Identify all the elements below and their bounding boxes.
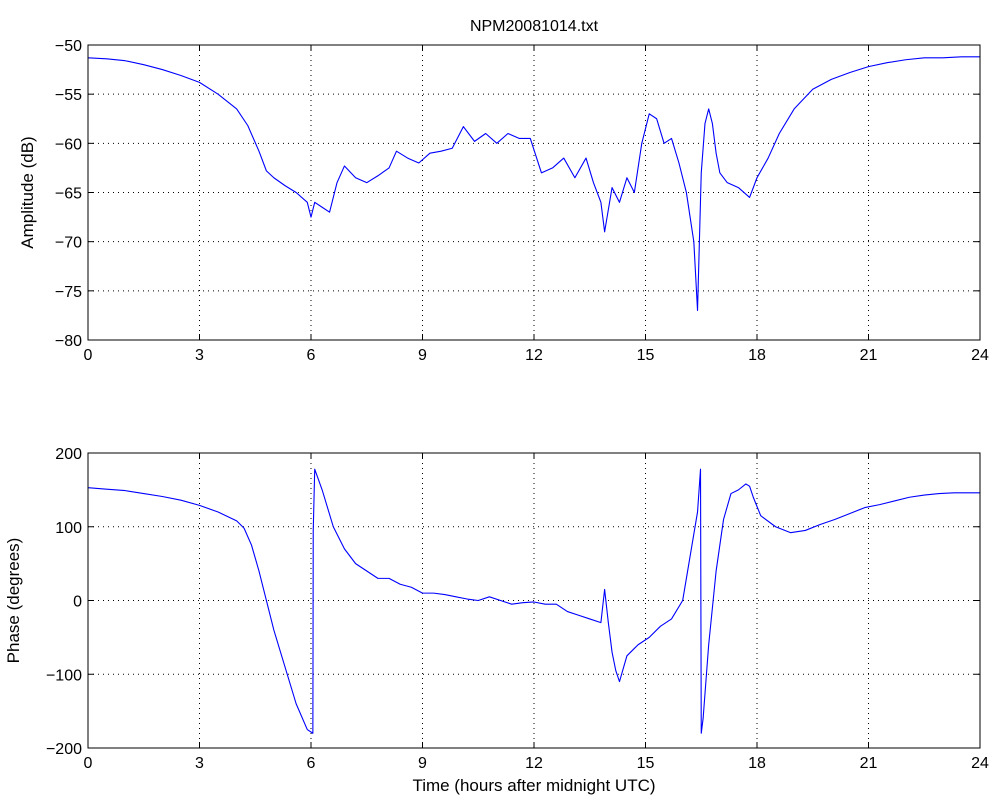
x-tick-label: 9 (418, 347, 427, 364)
y-tick-label: −80 (55, 333, 82, 350)
chart-title: NPM20081014.txt (470, 18, 599, 35)
y-tick-label: −100 (46, 667, 82, 684)
x-tick-label: 15 (637, 347, 655, 364)
y-tick-label: 200 (55, 446, 82, 463)
x-tick-label: 18 (748, 755, 766, 772)
x-tick-label: 6 (307, 755, 316, 772)
x-tick-label: 24 (971, 347, 989, 364)
y-tick-label: −65 (55, 186, 82, 203)
y-axis-label: Amplitude (dB) (18, 136, 37, 248)
y-tick-label: −55 (55, 87, 82, 104)
series-line-1-0 (87, 468, 980, 734)
x-tick-label: 3 (195, 755, 204, 772)
x-tick-label: 18 (748, 347, 766, 364)
y-tick-label: −60 (55, 136, 82, 153)
y-axis-label: Phase (degrees) (4, 538, 23, 664)
x-axis-label: Time (hours after midnight UTC) (412, 776, 655, 795)
y-tick-label: −75 (55, 284, 82, 301)
y-tick-label: −70 (55, 235, 82, 252)
x-tick-label: 0 (84, 755, 93, 772)
series-line-0-0 (87, 56, 980, 312)
x-tick-label: 21 (860, 755, 878, 772)
x-tick-label: 15 (637, 755, 655, 772)
y-tick-label: −50 (55, 38, 82, 55)
y-tick-label: 100 (55, 520, 82, 537)
x-tick-label: 12 (525, 347, 543, 364)
x-tick-label: 0 (84, 347, 93, 364)
x-tick-label: 9 (418, 755, 427, 772)
x-tick-label: 3 (195, 347, 204, 364)
x-tick-label: 24 (971, 755, 989, 772)
x-tick-label: 6 (307, 347, 316, 364)
x-tick-label: 21 (860, 347, 878, 364)
y-tick-label: 0 (73, 594, 82, 611)
x-tick-label: 12 (525, 755, 543, 772)
y-tick-label: −200 (46, 741, 82, 758)
